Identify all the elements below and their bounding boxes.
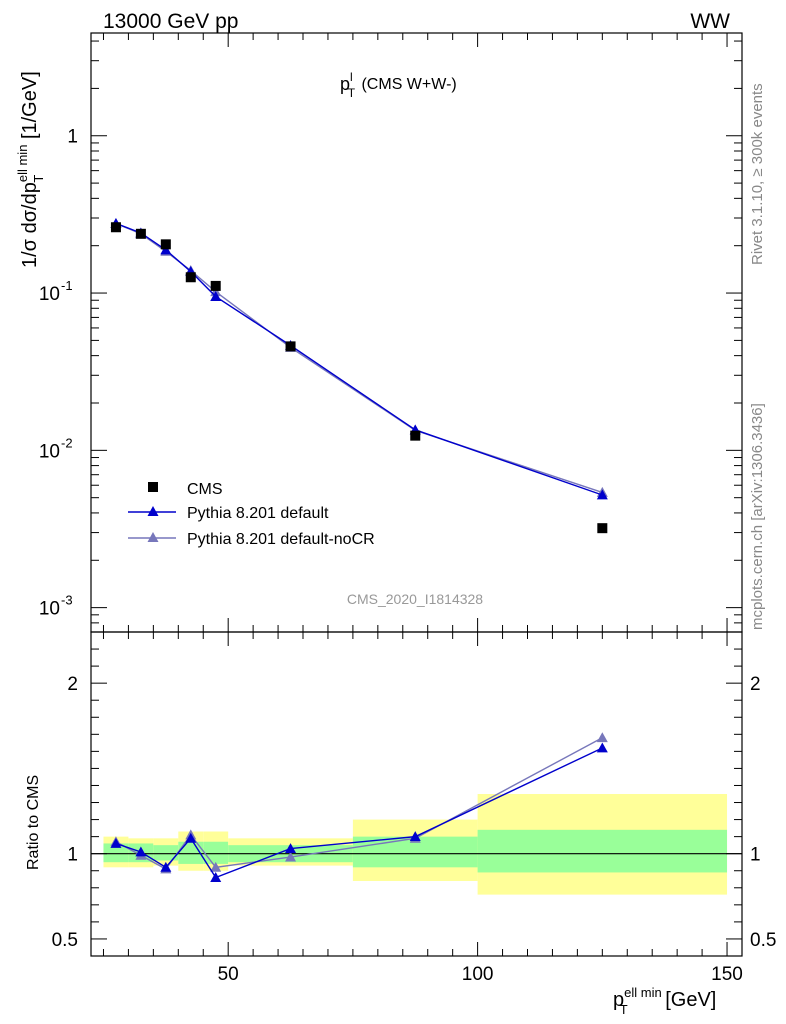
series-marker-1-4 <box>210 291 222 301</box>
ratio-marker-0-7 <box>596 742 608 753</box>
main-y-label-1: 1 <box>67 127 78 148</box>
main-panel-series <box>110 217 608 534</box>
legend-label-cms: CMS <box>187 481 223 498</box>
mcplots-info: mcplots.cern.ch [arXiv:1306.3436] <box>749 403 766 630</box>
series-marker-1-7 <box>596 489 608 500</box>
data-point-1 <box>135 228 146 239</box>
ratio-marker-0-2 <box>160 861 172 872</box>
ratio-y-label-l-2: 2 <box>67 674 78 695</box>
ratio-y-label-r-2: 2 <box>750 674 761 695</box>
ratio-marker-0-1 <box>135 846 147 857</box>
ratio-marker-0-6 <box>409 831 421 842</box>
ratio-marker-0-0 <box>110 837 122 848</box>
legend: CMS Pythia 8.201 default Pythia 8.201 de… <box>128 481 375 548</box>
ratio-y-label-l-1: 1 <box>67 845 78 866</box>
ratio-marker-1-4 <box>210 861 222 872</box>
main-y-axis-label: 1/σ dσ/dpell minT [1/GeV] <box>15 71 46 268</box>
x-axis-label: pell min T [GeV] <box>613 985 716 1017</box>
series-marker-1-2 <box>160 244 172 255</box>
x-tick-label-50: 50 <box>218 964 239 985</box>
ratio-y-label-l-0: 0.5 <box>52 930 78 951</box>
main-y-label-exp-2: -2 <box>61 435 73 450</box>
ratio-marker-0-5 <box>285 843 297 853</box>
header-energy: 13000 GeV pp <box>103 10 238 33</box>
ratio-y-axis-label: Ratio to CMS <box>25 775 42 870</box>
legend-label-nocr: Pythia 8.201 default-noCR <box>187 531 375 548</box>
x-tick-label-150: 150 <box>711 964 743 985</box>
rivet-info: Rivet 3.1.10, ≥ 300k events <box>749 83 766 265</box>
header-process: WW <box>690 10 730 33</box>
ratio-panel-series <box>110 732 608 882</box>
ratio-marker-1-5 <box>285 851 297 862</box>
data-point-3 <box>185 272 196 283</box>
legend-label-default: Pythia 8.201 default <box>187 505 329 522</box>
legend-marker-cms <box>148 482 158 492</box>
analysis-watermark: CMS_2020_I1814328 <box>347 591 483 607</box>
x-tick-label-100: 100 <box>462 964 494 985</box>
data-point-7 <box>597 523 608 534</box>
data-point-5 <box>285 341 296 352</box>
data-point-0 <box>110 222 121 233</box>
band-inner-0 <box>103 843 129 863</box>
series-line-2 <box>115 222 603 494</box>
main-y-label-2: 10 <box>39 441 60 462</box>
ratio-y-label-r-0: 0.5 <box>750 930 776 951</box>
ratio-frame <box>90 631 743 957</box>
ratio-marker-0-3 <box>185 832 197 843</box>
main-y-label-exp-3: -3 <box>61 593 73 608</box>
band-inner-4 <box>203 841 229 864</box>
data-point-4 <box>210 280 221 291</box>
ratio-y-label-r-1: 1 <box>750 845 761 866</box>
ratio-uncertainty-bands <box>91 794 742 895</box>
band-inner-7 <box>477 829 728 873</box>
legend-marker-default <box>147 506 159 516</box>
data-point-6 <box>410 430 421 441</box>
plot-title: pl T (CMS W+W-) <box>340 70 457 100</box>
band-inner-2 <box>153 845 179 861</box>
main-y-label-exp-1: -1 <box>61 278 73 293</box>
data-point-2 <box>160 239 171 250</box>
series-line-1 <box>115 222 603 496</box>
main-y-label-3: 10 <box>39 599 60 620</box>
ratio-marker-0-4 <box>210 872 222 882</box>
ratio-marker-1-7 <box>596 732 608 743</box>
legend-marker-nocr <box>147 532 159 542</box>
main-y-label-1: 10 <box>39 284 60 305</box>
